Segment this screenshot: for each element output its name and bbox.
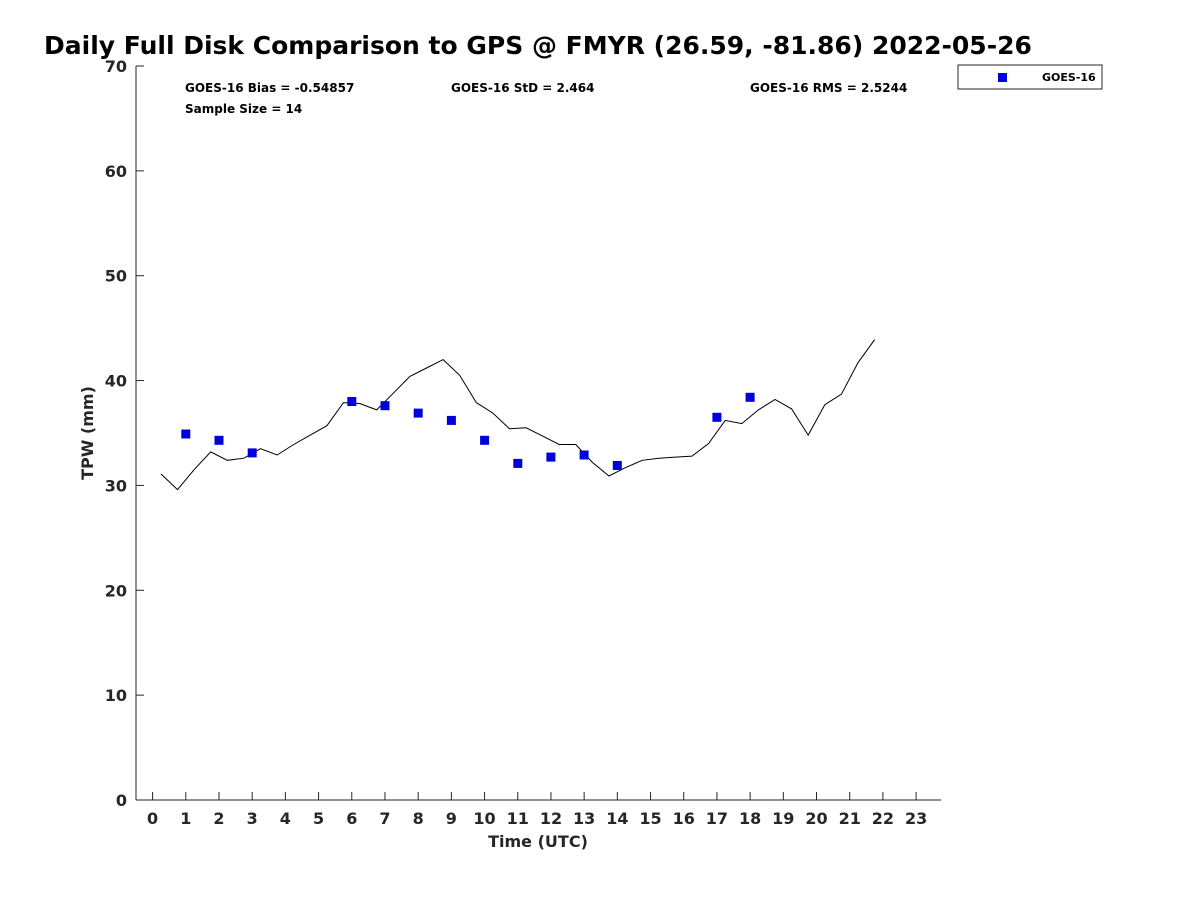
x-ticks: 0 1 2 3 4 5 6 7 8 9 10 11 12 13 14 15 16 17 18 19 20 21 22 23	[147, 792, 927, 828]
x-tick-label: 6	[346, 809, 357, 828]
goes16-point	[480, 435, 490, 445]
std-stat: GOES-16 StD = 2.464	[451, 81, 594, 95]
x-tick-label: 7	[379, 809, 390, 828]
legend-box	[957, 64, 1103, 90]
plot-area	[160, 339, 876, 491]
x-tick-label: 8	[413, 809, 424, 828]
goes16-point	[446, 415, 456, 425]
x-tick-label: 10	[473, 809, 495, 828]
x-tick-label: 15	[639, 809, 661, 828]
x-tick-label: 21	[839, 809, 861, 828]
x-tick-label: 18	[739, 809, 761, 828]
goes16-point	[413, 408, 423, 418]
x-axis-label: Time (UTC)	[488, 832, 588, 851]
legend: GOES-16	[957, 64, 1103, 90]
y-tick-label: 40	[105, 372, 127, 391]
x-tick-label: 0	[147, 809, 158, 828]
x-tick-label: 17	[706, 809, 728, 828]
y-tick-label: 50	[105, 267, 127, 286]
x-tick-label: 13	[573, 809, 595, 828]
y-axis-label: TPW (mm)	[78, 386, 97, 480]
x-tick-label: 9	[446, 809, 457, 828]
x-tick-label: 1	[180, 809, 191, 828]
goes16-point	[745, 392, 755, 402]
chart-title: Daily Full Disk Comparison to GPS @ FMYR…	[44, 31, 1032, 60]
bias-stat: GOES-16 Bias = -0.54857	[185, 81, 354, 95]
goes16-point	[612, 461, 622, 470]
x-tick-label: 4	[280, 809, 291, 828]
goes16-point	[347, 397, 357, 406]
axes	[135, 66, 941, 801]
goes16-point	[712, 412, 722, 422]
y-tick-label: 30	[105, 476, 127, 495]
x-tick-label: 5	[313, 809, 324, 828]
goes16-point	[380, 401, 390, 411]
goes16-point	[546, 452, 556, 462]
y-ticks: 0 10 20 30 40 50 60 70	[105, 57, 144, 810]
x-tick-label: 14	[606, 809, 628, 828]
y-tick-label: 10	[105, 686, 127, 705]
goes16-point	[513, 458, 523, 468]
rms-stat: GOES-16 RMS = 2.5244	[750, 81, 907, 95]
gps-tpw-line	[160, 339, 876, 491]
goes16-point	[214, 435, 224, 445]
goes16-point	[181, 429, 191, 439]
x-tick-label: 3	[247, 809, 258, 828]
x-tick-label: 22	[872, 809, 894, 828]
x-tick-label: 16	[673, 809, 695, 828]
legend-marker	[998, 73, 1007, 82]
goes16-point	[247, 448, 257, 458]
y-tick-label: 60	[105, 162, 127, 181]
goes16-point	[579, 450, 589, 460]
legend-label-goes16: GOES-16	[1042, 71, 1096, 84]
x-tick-label: 11	[507, 809, 529, 828]
x-tick-label: 19	[772, 809, 794, 828]
y-tick-label: 20	[105, 581, 127, 600]
y-tick-label: 70	[105, 57, 127, 76]
y-tick-label: 0	[116, 791, 127, 810]
x-tick-label: 20	[805, 809, 827, 828]
sample-size-stat: Sample Size = 14	[185, 102, 302, 116]
x-tick-label: 23	[905, 809, 927, 828]
x-tick-label: 2	[213, 809, 224, 828]
x-tick-label: 12	[540, 809, 562, 828]
